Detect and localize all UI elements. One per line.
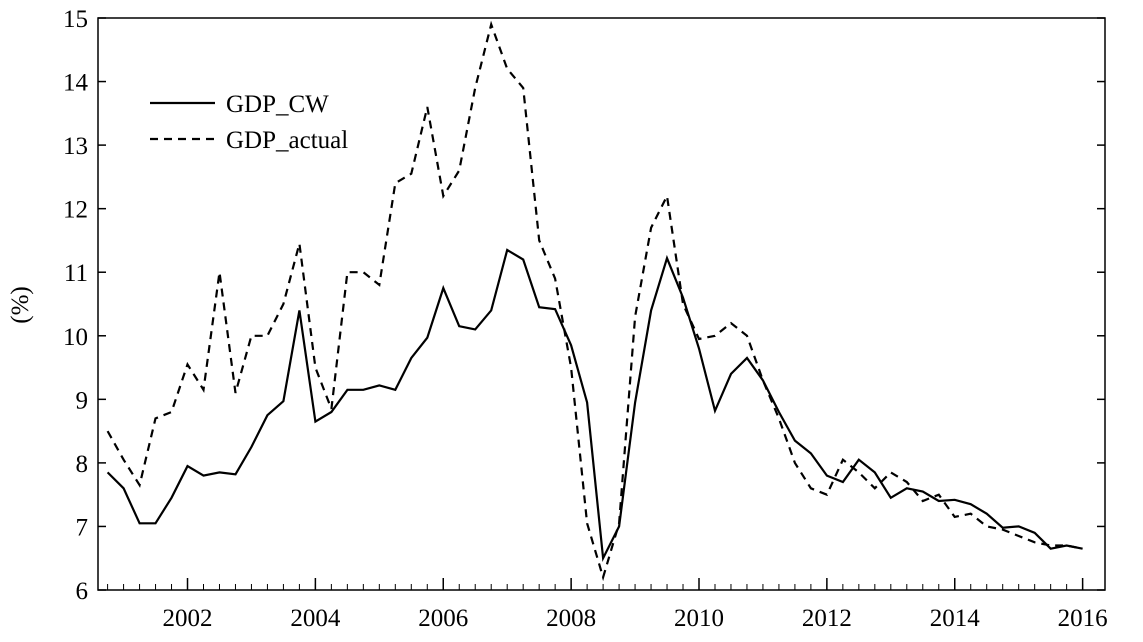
- y-tick-label: 8: [76, 451, 89, 478]
- legend-label: GDP_actual: [226, 127, 348, 154]
- x-tick-label: 2004: [290, 605, 341, 632]
- y-tick-label: 13: [63, 133, 88, 160]
- x-tick-label: 2014: [930, 605, 981, 632]
- y-tick-label: 6: [76, 578, 89, 605]
- x-tick-label: 2016: [1058, 605, 1108, 632]
- legend-label: GDP_CW: [226, 91, 329, 118]
- y-tick-label: 10: [63, 324, 88, 351]
- x-tick-label: 2002: [163, 605, 213, 632]
- x-tick-label: 2006: [418, 605, 468, 632]
- x-tick-label: 2012: [802, 605, 852, 632]
- y-tick-label: 12: [63, 197, 88, 224]
- y-axis-label: (%): [7, 286, 34, 323]
- y-tick-label: 14: [63, 70, 89, 97]
- y-tick-label: 9: [76, 387, 89, 414]
- x-tick-label: 2008: [546, 605, 596, 632]
- x-tick-label: 2010: [674, 605, 724, 632]
- series-line: [106, 248, 1083, 563]
- y-tick-label: 11: [64, 260, 88, 287]
- y-tick-label: 7: [76, 514, 89, 541]
- plot-frame: [97, 17, 1106, 591]
- series-line: [106, 20, 1083, 582]
- y-tick-label: 15: [63, 6, 88, 33]
